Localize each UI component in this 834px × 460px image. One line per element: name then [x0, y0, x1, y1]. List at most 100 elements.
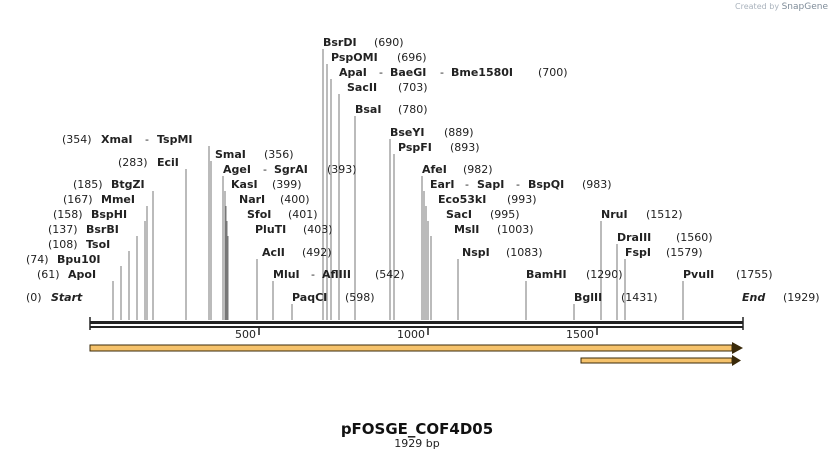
site-saci[interactable]: SacI (995) [446, 208, 520, 221]
site-btgzi[interactable]: (185) BtgZI [73, 178, 145, 191]
site-bamhi[interactable]: BamHI (1290) [526, 268, 623, 281]
site-apoi[interactable]: (61) ApoI [37, 268, 96, 281]
site-position: (393) [327, 163, 357, 176]
enzyme-name: ApaI [339, 66, 367, 79]
enzyme-name: TsoI [86, 238, 110, 251]
site-eari-sapi-bspqi[interactable]: EarI - SapI - BspQI (983) [430, 178, 612, 191]
backbone-top-strand [90, 321, 743, 324]
site-position: (1431) [621, 291, 658, 304]
start-position: (0) [26, 291, 42, 304]
secondary-feature-arrow[interactable] [580, 355, 741, 366]
enzyme-name: PluTI [255, 223, 286, 236]
site-bsrdi[interactable]: BsrDI (690) [323, 36, 404, 49]
sequence-map: 500 1000 1500 (0) Start End (1929) (61) … [26, 36, 820, 366]
enzyme-name: XmaI [101, 133, 132, 146]
site-nari[interactable]: NarI (400) [239, 193, 310, 206]
start-label: (0) Start [26, 291, 83, 304]
enzyme-name: MluI [273, 268, 300, 281]
enzyme-name: AgeI [223, 163, 251, 176]
site-paqci[interactable]: PaqCI (598) [292, 291, 375, 304]
site-kasi[interactable]: KasI (399) [231, 178, 302, 191]
site-position: (780) [398, 103, 428, 116]
site-ecii[interactable]: (283) EciI [118, 156, 179, 169]
enzyme-name: TspMI [157, 133, 193, 146]
site-bseyi[interactable]: BseYI (889) [390, 126, 474, 139]
snapgene-brand: SnapGene [781, 2, 828, 12]
site-agei-sgrai[interactable]: AgeI - SgrAI (393) [223, 163, 357, 176]
ruler-tick-1000: 1000 [397, 328, 425, 341]
site-nspi[interactable]: NspI (1083) [462, 246, 543, 259]
credit-prefix: Created by [735, 2, 780, 11]
site-sfoi[interactable]: SfoI (401) [247, 208, 318, 221]
site-pspfi[interactable]: PspFI (893) [398, 141, 480, 154]
enzyme-name: BspQI [528, 178, 564, 191]
site-apai-baegi-bme1580i[interactable]: ApaI - BaeGI - Bme1580I (700) [339, 66, 568, 79]
site-smai[interactable]: SmaI (356) [215, 148, 294, 161]
enzyme-name: PvuII [683, 268, 714, 281]
site-tsoi[interactable]: (108) TsoI [48, 238, 110, 251]
site-nrui[interactable]: NruI (1512) [601, 208, 683, 221]
enzyme-name: SacI [446, 208, 472, 221]
site-position: (542) [375, 268, 405, 281]
site-afei[interactable]: AfeI (982) [422, 163, 493, 176]
ruler-tick-1500: 1500 [566, 328, 594, 341]
sequence-title: pFOSGE_COF4D05 [340, 420, 494, 438]
site-mmei[interactable]: (167) MmeI [63, 193, 135, 206]
separator-dash: - [311, 268, 315, 281]
backbone-bottom-strand [90, 326, 743, 328]
enzyme-name: BglII [574, 291, 602, 304]
site-position: (995) [490, 208, 520, 221]
end-position: (1929) [783, 291, 820, 304]
site-position: (403) [303, 223, 333, 236]
enzyme-name: SmaI [215, 148, 246, 161]
site-pspomi[interactable]: PspOMI (696) [331, 51, 427, 64]
separator-dash: - [145, 133, 149, 146]
site-position: (158) [53, 208, 83, 221]
enzyme-name: DraIII [617, 231, 651, 244]
site-bsai[interactable]: BsaI (780) [355, 103, 428, 116]
site-position: (401) [288, 208, 318, 221]
enzyme-name: EciI [157, 156, 179, 169]
end-label: End (1929) [742, 291, 820, 304]
site-draiii[interactable]: DraIII (1560) [617, 231, 713, 244]
site-position: (1003) [497, 223, 534, 236]
site-position: (993) [507, 193, 537, 206]
site-position: (400) [280, 193, 310, 206]
site-bsphi[interactable]: (158) BspHI [53, 208, 127, 221]
created-by-credit: Created by SnapGene [735, 2, 828, 12]
site-bglii[interactable]: BglII (1431) [574, 291, 658, 304]
site-xmai-tspmi[interactable]: (354) XmaI - TspMI [62, 133, 193, 146]
site-position: (1560) [676, 231, 713, 244]
site-position: (61) [37, 268, 60, 281]
site-position: (1083) [506, 246, 543, 259]
site-bpu10i[interactable]: (74) Bpu10I [26, 253, 101, 266]
start-name: Start [51, 291, 83, 304]
enzyme-name: MslI [454, 223, 479, 236]
site-position: (1579) [666, 246, 703, 259]
site-leader-lines [112, 49, 684, 320]
site-position: (696) [397, 51, 427, 64]
main-feature-arrow[interactable] [89, 342, 743, 354]
site-position: (1755) [736, 268, 773, 281]
site-eco53ki[interactable]: Eco53kI (993) [438, 193, 537, 206]
enzyme-name: MmeI [101, 193, 135, 206]
site-pluti[interactable]: PluTI (403) [255, 223, 333, 236]
enzyme-name: SapI [477, 178, 504, 191]
site-position: (356) [264, 148, 294, 161]
site-position: (893) [450, 141, 480, 154]
site-position: (74) [26, 253, 49, 266]
enzyme-name: AfeI [422, 163, 447, 176]
site-position: (889) [444, 126, 474, 139]
site-sacii[interactable]: SacII (703) [347, 81, 428, 94]
enzyme-name: EarI [430, 178, 454, 191]
site-fspi[interactable]: FspI (1579) [625, 246, 703, 259]
site-acli[interactable]: AclI (492) [262, 246, 332, 259]
enzyme-name: NruI [601, 208, 628, 221]
site-msli[interactable]: MslI (1003) [454, 223, 534, 236]
enzyme-name: PspFI [398, 141, 432, 154]
site-position: (690) [374, 36, 404, 49]
site-pvuii[interactable]: PvuII (1755) [683, 268, 773, 281]
enzyme-name: BsrBI [86, 223, 119, 236]
site-bsrbi[interactable]: (137) BsrBI [48, 223, 119, 236]
site-mlui-afliii[interactable]: MluI - AflIII (542) [273, 268, 405, 281]
